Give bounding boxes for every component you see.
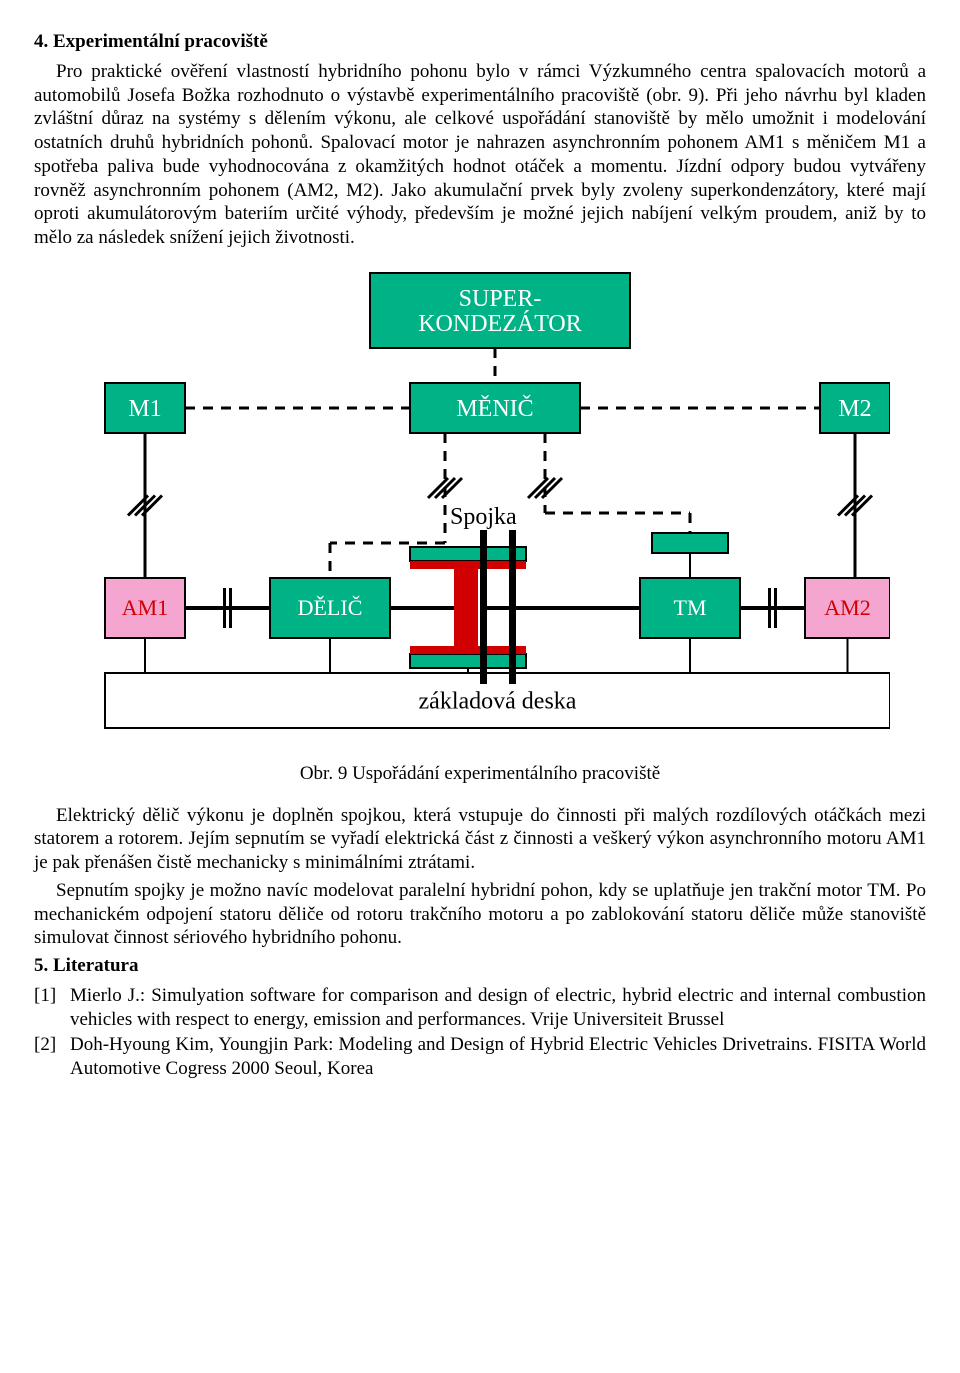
svg-text:Spojka: Spojka [450,503,517,529]
svg-text:AM2: AM2 [824,595,870,620]
svg-text:M2: M2 [838,395,871,421]
reference-number: [1] [34,984,70,1032]
after-fig-p2: Sepnutím spojky je možno navíc modelovat… [34,879,926,950]
svg-text:základová deska: základová deska [419,688,577,714]
figure-9-svg: SUPER-KONDEZÁTORM1MĚNIČM2AM1DĚLIČTMAM2zá… [70,268,890,748]
figure-9-caption: Obr. 9 Uspořádání experimentálního praco… [34,762,926,786]
reference-item: [2]Doh-Hyoung Kim, Youngjin Park: Modeli… [34,1033,926,1081]
reference-text: Mierlo J.: Simulyation software for comp… [70,984,926,1032]
svg-text:AM1: AM1 [122,595,168,620]
svg-text:TM: TM [674,595,707,620]
reference-item: [1]Mierlo J.: Simulyation software for c… [34,984,926,1032]
figure-9: SUPER-KONDEZÁTORM1MĚNIČM2AM1DĚLIČTMAM2zá… [34,268,926,748]
after-fig-p1: Elektrický dělič výkonu je doplněn spojk… [34,804,926,875]
svg-text:DĚLIČ: DĚLIČ [298,595,363,620]
svg-text:M1: M1 [128,395,161,421]
section4-title: 4. Experimentální pracoviště [34,30,926,54]
references-list: [1]Mierlo J.: Simulyation software for c… [34,984,926,1081]
section5-title: 5. Literatura [34,954,926,978]
section4-body: Pro praktické ověření vlastností hybridn… [34,60,926,250]
svg-text:MĚNIČ: MĚNIČ [456,394,533,421]
reference-number: [2] [34,1033,70,1081]
reference-text: Doh-Hyoung Kim, Youngjin Park: Modeling … [70,1033,926,1081]
